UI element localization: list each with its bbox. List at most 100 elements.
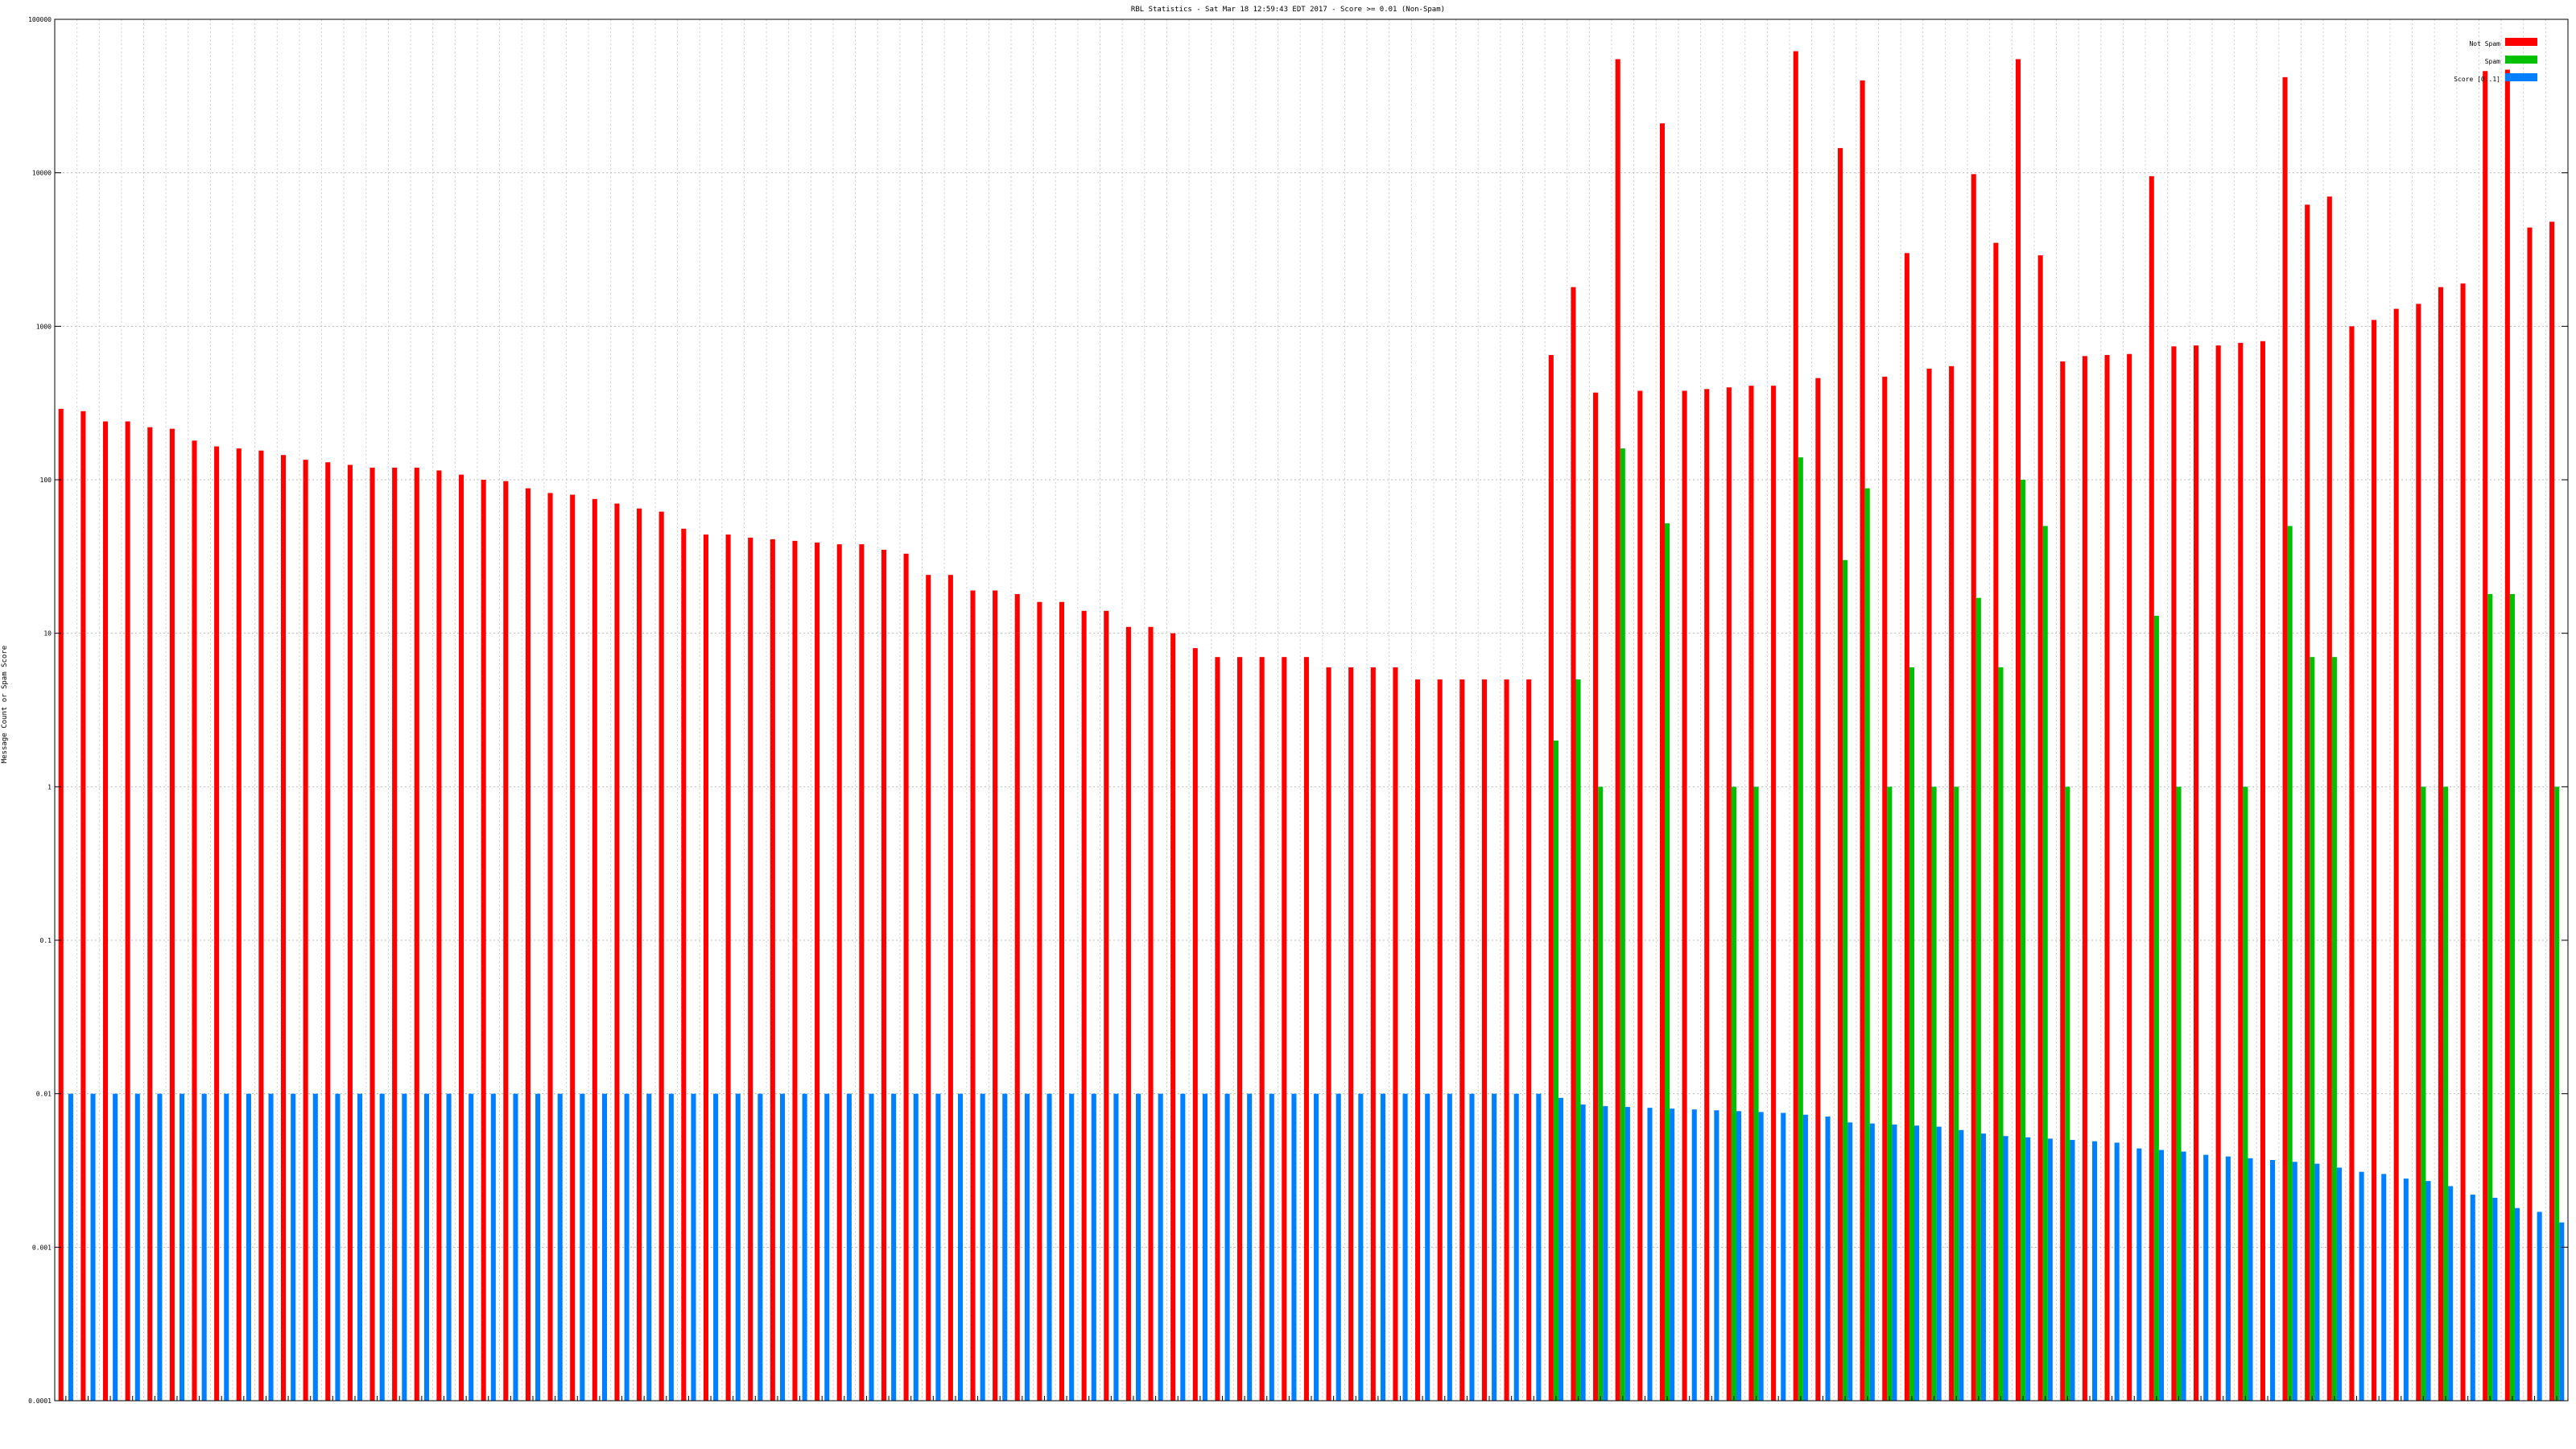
bar-score [1002,1093,1008,1401]
bar-spam [1931,786,1937,1401]
bar-not-spam [1793,51,1798,1402]
bar-not-spam [2416,303,2421,1402]
plot-frame [54,19,2569,1402]
bar-score [2225,1156,2231,1401]
bar-not-spam [481,480,486,1401]
bar-not-spam [2504,69,2510,1401]
bar-spam [1598,786,1604,1401]
bar-score [1069,1093,1075,1401]
bar-not-spam [1059,601,1065,1401]
bar-not-spam [147,427,153,1402]
bar-not-spam [2194,345,2199,1401]
bar-not-spam [1593,392,1599,1401]
bar-score [1936,1126,1942,1401]
bar-not-spam [1615,59,1620,1401]
bar-score [2070,1140,2075,1401]
bar-not-spam [303,460,308,1401]
bar-not-spam [1815,378,1821,1401]
bar-score [1136,1093,1141,1401]
bar-spam [2287,526,2293,1401]
bar-score [68,1093,73,1401]
bar-score [1380,1093,1385,1401]
bar-score [2092,1141,2098,1401]
y-tick-label: 10 [43,630,52,638]
bar-not-spam [614,503,620,1401]
bar-score [291,1093,296,1401]
bar-not-spam [859,544,865,1401]
bar-not-spam [836,544,842,1401]
bar-score [846,1093,852,1401]
bar-score [2492,1197,2498,1401]
bar-score [1091,1093,1096,1401]
bar-score [869,1093,874,1401]
bar-spam [2554,786,2560,1401]
bar-spam [2509,593,2515,1401]
bar-score [1802,1114,1808,1401]
bar-not-spam [436,470,442,1402]
bars [58,51,2565,1402]
bar-not-spam [1748,386,1754,1401]
bar-score [1647,1108,1653,1401]
bar-not-spam [1237,657,1243,1401]
bar-not-spam [725,534,731,1401]
bar-score [2248,1158,2253,1401]
bar-score [1670,1108,1675,1401]
bar-not-spam [236,448,242,1401]
bar-score [1758,1112,1764,1401]
legend-swatch-not-spam [2505,38,2537,46]
legend-label: Not Spam [2469,40,2500,47]
bar-score [691,1093,696,1401]
bar-not-spam [459,474,464,1401]
bar-not-spam [658,511,664,1401]
bar-not-spam [2282,76,2288,1402]
bar-score [1269,1093,1274,1401]
bar-not-spam [637,508,642,1402]
y-tick-label: 0.1 [40,937,52,944]
bar-not-spam [1993,242,1999,1402]
bar-not-spam [1437,679,1443,1401]
bar-not-spam [1481,679,1487,1401]
bar-spam [1553,740,1558,1401]
bar-not-spam [2305,204,2310,1401]
bar-not-spam [2238,342,2244,1401]
bar-not-spam [993,590,998,1401]
y-tick-label: 10000 [32,170,52,177]
bar-not-spam [815,542,820,1401]
bar-score [312,1093,318,1401]
bar-score [2025,1137,2031,1401]
bar-score [335,1093,341,1401]
bar-not-spam [703,534,708,1401]
bar-not-spam [2215,345,2221,1401]
bar-score [446,1093,452,1401]
bar-score [1447,1093,1452,1401]
bar-score [2292,1162,2297,1401]
bar-not-spam [570,494,576,1401]
bar-score [2181,1151,2186,1401]
bar-not-spam [258,450,264,1402]
bar-spam [2331,657,2337,1401]
bar-score [1402,1093,1408,1401]
bar-not-spam [1837,147,1843,1401]
bar-score [646,1093,652,1401]
bar-not-spam [1125,626,1131,1401]
bar-score [1024,1093,1030,1401]
bar-score [157,1093,163,1401]
bar-score [1224,1093,1230,1401]
bar-not-spam [325,462,331,1401]
bar-spam [2243,786,2248,1401]
bar-not-spam [2326,196,2332,1402]
bar-score [624,1093,630,1401]
bar-not-spam [2060,361,2066,1401]
bar-not-spam [1393,667,1398,1401]
bar-not-spam [2037,255,2043,1401]
bar-score [1247,1093,1253,1401]
bar-score [1892,1124,1897,1401]
bar-not-spam [1949,365,1955,1402]
bar-score [824,1093,830,1401]
bar-score [1624,1107,1630,1401]
bar-spam [2153,615,2159,1401]
bar-not-spam [1148,626,1154,1401]
bar-not-spam [547,493,553,1402]
bar-spam [1798,457,1803,1401]
